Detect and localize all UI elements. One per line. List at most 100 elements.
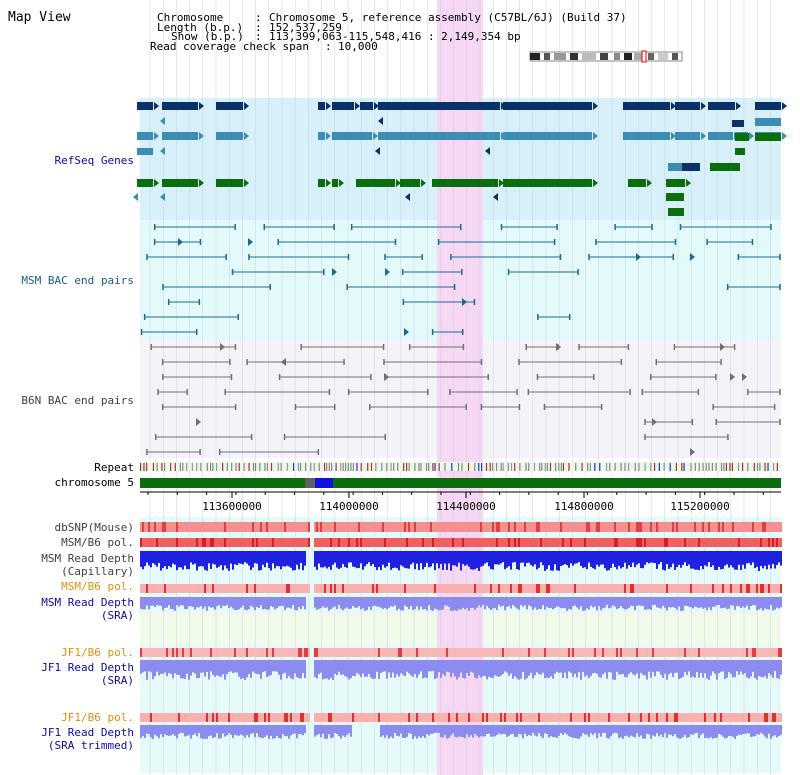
msm-depth-sra: [404, 597, 406, 606]
jf1-depth-sra: [204, 660, 206, 677]
gene-block: [356, 179, 395, 187]
dbsnp-heat: [218, 522, 220, 532]
jf1-depth-trim: [164, 725, 166, 735]
msm-depth-capillary: [458, 551, 460, 563]
dbsnp-heat: [256, 522, 258, 532]
msm-pol2-heat: [422, 584, 424, 593]
jf1-pol-heat: [604, 648, 606, 657]
jf1-pol-heat: [466, 648, 468, 657]
msm-depth-sra: [180, 597, 182, 605]
dbsnp-heat: [642, 522, 644, 532]
jf1-pol-heat: [748, 648, 750, 657]
track-label-msm-read-depth-cap-1[interactable]: MSM Read Depth: [41, 552, 134, 565]
msm-pol2-heat: [544, 584, 546, 593]
dbsnp-heat: [382, 522, 384, 532]
ideogram-band: [658, 53, 668, 60]
track-label-repeat[interactable]: Repeat: [94, 461, 134, 474]
dbsnp-heat: [644, 522, 646, 532]
msm-pol-heat: [230, 538, 232, 547]
jf1-depth-sra: [162, 660, 164, 674]
jf1-depth-sra: [338, 660, 340, 672]
msm-depth-sra: [480, 597, 482, 608]
repeat-mark: [624, 463, 626, 471]
msm-depth-capillary: [738, 551, 740, 565]
jf1-pol-heat: [418, 648, 420, 657]
track-label-dbsnp[interactable]: dbSNP(Mouse): [54, 521, 134, 534]
track-label-refseq[interactable]: RefSeq Genes: [54, 154, 134, 167]
jf1-depth-trim: [718, 725, 720, 734]
msm-depth-capillary: [360, 551, 362, 564]
msm-pol-heat: [278, 538, 280, 547]
track-label-msm-bac[interactable]: MSM BAC end pairs: [21, 274, 134, 287]
jf1-depth-trim: [254, 725, 256, 738]
msm-depth-sra: [714, 597, 716, 607]
msm-depth-sra: [298, 597, 300, 607]
jf1-depth-sra: [700, 660, 702, 673]
track-label-jf1-read-depth-sra-1[interactable]: JF1 Read Depth: [41, 661, 134, 674]
jf1-pol2-heat: [732, 713, 734, 722]
msm-depth-capillary: [298, 551, 300, 570]
jf1-depth-trim: [686, 725, 688, 738]
dbsnp-heat: [438, 522, 440, 532]
jf1-depth-sra: [632, 660, 634, 675]
jf1-pol2-heat: [396, 713, 398, 722]
jf1-depth-sra: [766, 660, 768, 679]
track-label-chromosome[interactable]: chromosome 5: [54, 476, 134, 489]
msm-depth-capillary: [776, 551, 778, 566]
dbsnp-heat: [142, 522, 144, 532]
bac-arrow: [652, 418, 657, 426]
msm-pol-heat: [280, 538, 282, 547]
msm-depth-capillary: [374, 551, 376, 568]
track-label-msm-b6-pol-2[interactable]: MSM/B6 pol.: [61, 580, 134, 593]
jf1-depth-sra: [640, 660, 642, 673]
msm-depth-sra: [514, 597, 516, 607]
track-label-jf1-b6-pol-1[interactable]: JF1/B6 pol.: [61, 646, 134, 659]
dbsnp-heat: [722, 522, 724, 532]
msm-depth-capillary: [710, 551, 712, 568]
dbsnp-heat: [508, 522, 510, 532]
msm-depth-sra: [238, 597, 240, 610]
jf1-pol2-heat: [676, 713, 678, 722]
msm-depth-capillary: [364, 551, 366, 567]
msm-depth-capillary: [532, 551, 534, 567]
dbsnp-heat: [440, 522, 442, 532]
jf1-depth-sra: [296, 660, 298, 678]
msm-depth-capillary: [264, 551, 266, 568]
jf1-depth-sra: [156, 660, 158, 672]
msm-pol2-heat: [480, 584, 482, 593]
jf1-depth-sra: [196, 660, 198, 679]
jf1-pol2-heat: [486, 713, 488, 722]
jf1-pol-heat: [148, 648, 150, 657]
jf1-pol2-heat: [292, 713, 294, 722]
track-label-msm-b6-pol-1[interactable]: MSM/B6 pol.: [61, 536, 134, 549]
repeat-mark: [627, 463, 630, 471]
dbsnp-heat: [234, 522, 236, 532]
msm-pol2-heat: [298, 584, 300, 593]
msm-depth-sra: [274, 597, 276, 610]
jf1-depth-trim: [532, 725, 534, 733]
msm-pol-heat: [618, 538, 620, 547]
jf1-depth-trim: [218, 725, 220, 739]
track-label-jf1-read-depth-trim-1[interactable]: JF1 Read Depth: [41, 726, 134, 739]
jf1-pol-heat: [494, 648, 496, 657]
track-label-msm-read-depth-sra-1[interactable]: MSM Read Depth: [41, 596, 134, 609]
msm-pol-heat: [574, 538, 576, 547]
jf1-depth-sra: [414, 660, 416, 674]
bac-arrow: [720, 343, 725, 351]
msm-depth-capillary: [250, 551, 252, 571]
msm-pol2-heat: [482, 584, 484, 593]
msm-pol2-heat: [406, 584, 408, 593]
track-label-jf1-b6-pol-2[interactable]: JF1/B6 pol.: [61, 711, 134, 724]
track-label-b6n-bac[interactable]: B6N BAC end pairs: [21, 394, 134, 407]
msm-depth-capillary: [140, 551, 142, 567]
jf1-pol2-heat: [590, 713, 592, 722]
jf1-depth-sra: [210, 660, 212, 672]
jf1-pol-heat: [416, 648, 418, 657]
jf1-depth-sra: [218, 660, 220, 677]
jf1-depth-trim: [474, 725, 476, 734]
msm-pol2-heat: [222, 584, 224, 593]
msm-depth-capillary: [142, 551, 144, 570]
jf1-pol-heat: [302, 648, 304, 657]
dbsnp-heat: [274, 522, 276, 532]
